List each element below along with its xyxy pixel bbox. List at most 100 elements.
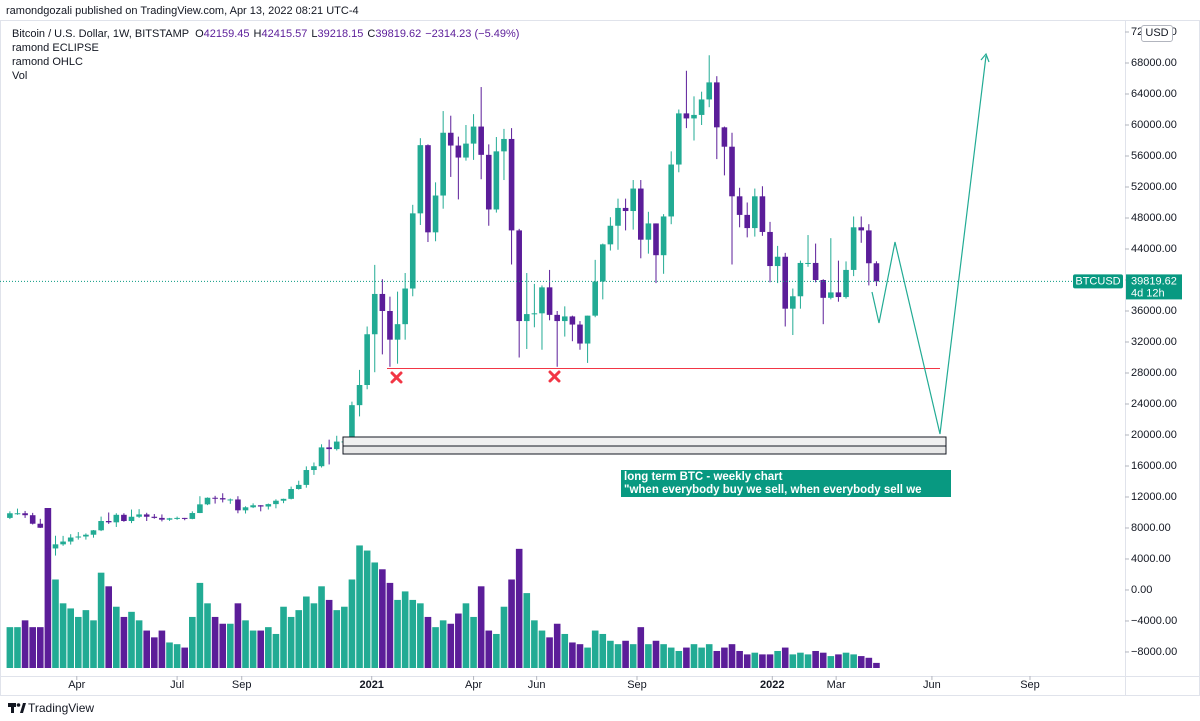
volume-bar (553, 623, 561, 668)
y-tick-label: 16000.00 (1131, 460, 1177, 472)
candle-body (455, 145, 462, 158)
volume-bar (774, 650, 781, 668)
candle-body (67, 537, 74, 542)
volume-bar (857, 656, 865, 668)
volume-bar (227, 623, 234, 668)
candle-body (143, 514, 150, 517)
volume-bar (128, 611, 135, 668)
candle-body (797, 262, 804, 297)
candle-body (121, 514, 127, 522)
y-tick-label: 64000.00 (1131, 88, 1177, 100)
annotation-line: "when everybody buy we sell, when everyb… (624, 484, 922, 509)
candle-body (113, 514, 120, 523)
volume-bar (287, 616, 295, 668)
volume-bar (143, 630, 151, 668)
volume-bar (690, 644, 698, 668)
candle-body (151, 516, 158, 518)
candle-body (577, 324, 583, 344)
volume-bar (432, 627, 439, 668)
y-tick-label: 52000.00 (1131, 181, 1177, 193)
candle-body (432, 195, 439, 233)
price-tag (1126, 274, 1182, 300)
volume-bar (645, 644, 652, 668)
candle-body (744, 214, 751, 229)
volume-bar (44, 508, 52, 668)
volume-bar (29, 627, 36, 668)
volume-bar (379, 569, 386, 668)
volume-bar (189, 616, 196, 668)
volume-bar (52, 579, 59, 668)
y-tick-label: 28000.00 (1131, 367, 1177, 379)
volume-bar (447, 623, 455, 668)
y-tick-label: 24000.00 (1131, 398, 1177, 410)
y-tick-label: 12000.00 (1131, 491, 1177, 503)
volume-bar (409, 599, 417, 668)
volume-bar (196, 582, 204, 668)
candle-body (615, 207, 621, 226)
candle-body (516, 230, 522, 322)
volume-bar (599, 633, 607, 668)
volume-bar (515, 548, 523, 668)
symbol: Bitcoin / U.S. Dollar, 1W, BITSTAMP (12, 28, 190, 40)
y-tick-label: 8000.00 (1131, 522, 1171, 534)
volume-bar (523, 593, 531, 668)
candle-body (235, 499, 241, 511)
candle-body (478, 126, 484, 155)
candle-body (425, 145, 431, 233)
ohlc-letter: L (311, 28, 318, 40)
candle-body (668, 164, 674, 217)
ohlc-value: 39218.15 (317, 28, 364, 40)
y-tick-label: −8000.00 (1131, 646, 1177, 658)
volume-bar (477, 586, 485, 668)
candle-body (394, 324, 401, 340)
currency-button[interactable]: USD (1141, 25, 1173, 42)
candle-body (607, 225, 614, 245)
candle-body (767, 231, 773, 267)
candle-body (721, 127, 728, 147)
volume-bar (249, 630, 257, 668)
volume-bar (683, 647, 690, 668)
axes-layer: 72000.0068000.0064000.0060000.0056000.00… (0, 26, 1182, 691)
countdown-label: 4d 12h (1131, 287, 1165, 299)
candle-body (447, 132, 454, 146)
y-tick-label: 32000.00 (1131, 336, 1177, 348)
volume-bar (21, 620, 29, 668)
candle-body (349, 405, 355, 442)
candle-body (128, 516, 135, 522)
volume-bar (356, 545, 363, 668)
volume-bar (341, 606, 348, 668)
candle-body (866, 230, 872, 264)
volume-bar (113, 606, 120, 668)
y-tick-label: 68000.00 (1131, 57, 1177, 69)
candle-body (75, 536, 82, 538)
candle-layer (7, 55, 880, 561)
volume-bar (325, 599, 333, 668)
y-tick-label: 4000.00 (1131, 553, 1171, 565)
candle-body (14, 513, 21, 515)
ohlc-value: 42159.45 (203, 28, 250, 40)
candle-body (592, 281, 598, 316)
volume-bar (455, 613, 462, 668)
volume-bar (751, 652, 759, 668)
volume-bar (576, 644, 584, 668)
volume-bar (348, 579, 356, 668)
volume-bar (546, 637, 553, 668)
published-note: ramondgozali published on TradingView.co… (6, 5, 359, 17)
indicator: Vol (12, 70, 28, 82)
candle-body (676, 113, 682, 165)
volume-bar (584, 647, 591, 668)
candle-body (402, 288, 408, 325)
y-tick-label: −4000.00 (1131, 615, 1177, 627)
volume-bar (842, 652, 850, 668)
symbol-tag (1073, 274, 1123, 289)
candle-body (166, 518, 173, 520)
candle-body (440, 132, 446, 196)
projection-arrow (980, 52, 990, 63)
volume-bar (242, 620, 249, 668)
candle-body (159, 517, 165, 520)
zone-box (342, 436, 947, 447)
volume-bar (493, 633, 500, 668)
candle-body (858, 227, 865, 231)
